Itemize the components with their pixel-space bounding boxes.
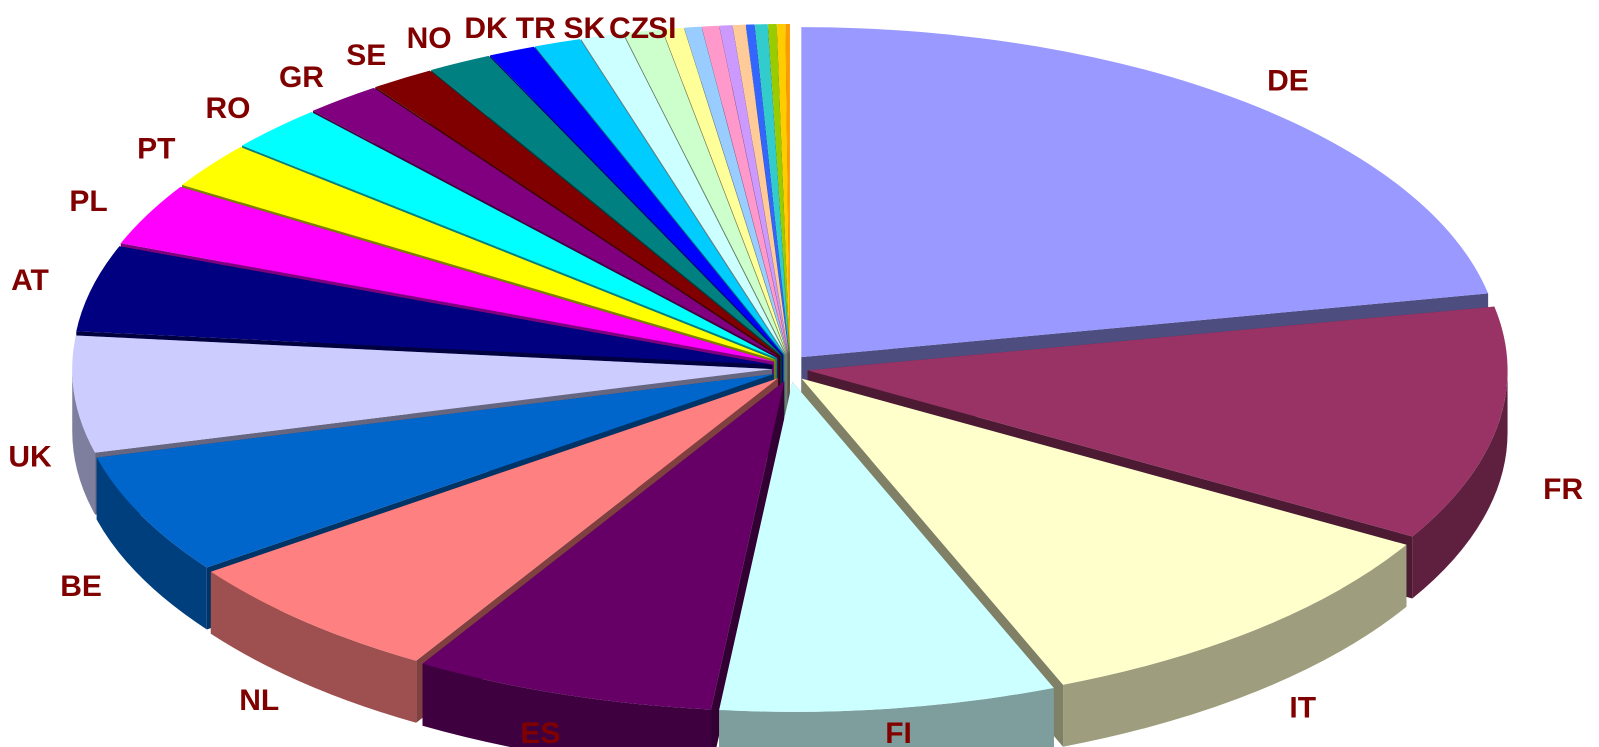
- pie-slice: [120, 186, 775, 362]
- slice-label: DE: [1267, 64, 1309, 97]
- pie-slice: [72, 335, 773, 453]
- pie-slice: [776, 24, 790, 355]
- pie-slice-rim: [72, 369, 96, 515]
- slice-label: SK: [564, 12, 606, 45]
- pie-slice-rim: [1412, 370, 1508, 599]
- pie-slice: [684, 26, 788, 355]
- pie-slice: [489, 46, 784, 356]
- pie-slice: [181, 147, 776, 360]
- pie-slice: [807, 306, 1508, 537]
- pie-slice: [662, 27, 788, 355]
- slice-label: UK: [8, 440, 52, 473]
- pie-slice-rim: [96, 457, 207, 630]
- pie-slice: [76, 246, 773, 365]
- pie-slice-wall: [801, 27, 1489, 420]
- pie-slice: [767, 24, 790, 355]
- slice-label: FI: [885, 717, 912, 747]
- pie-slice: [96, 373, 774, 568]
- slice-label: GR: [279, 61, 324, 94]
- pie-slice: [732, 24, 789, 355]
- pie-slice: [580, 33, 786, 355]
- slice-label: FR: [1543, 473, 1583, 506]
- pie-slice: [422, 381, 785, 710]
- pie-slice: [534, 39, 785, 355]
- slice-label: SI: [648, 12, 676, 45]
- pie-slice: [785, 24, 790, 355]
- pie-slice-rim: [719, 687, 1054, 747]
- pie-slice: [745, 24, 790, 355]
- pie-slice: [719, 381, 1054, 712]
- pie-slice: [801, 27, 1489, 358]
- pie-slice: [623, 29, 787, 355]
- pie-slice: [210, 378, 778, 661]
- pie-slice: [754, 24, 790, 355]
- slice-label: PL: [69, 185, 107, 218]
- pie-slice: [431, 55, 782, 356]
- slice-label: TR: [516, 12, 556, 45]
- slice-label: RO: [205, 92, 250, 125]
- pie-slice: [701, 25, 789, 355]
- pie-slice: [801, 378, 1407, 685]
- pie-slice: [375, 70, 781, 357]
- slice-label: NL: [239, 684, 279, 717]
- slice-label: IT: [1289, 692, 1316, 725]
- slice-label: AT: [11, 264, 49, 297]
- slice-label: PT: [137, 132, 175, 165]
- pie-slice: [719, 25, 789, 355]
- slice-label: CZ: [609, 12, 649, 45]
- pie-slice-rim: [1063, 544, 1407, 747]
- pie-slice: [312, 87, 779, 358]
- pie-slice-rim: [210, 571, 417, 723]
- slice-label: DK: [464, 12, 508, 45]
- pie-slice-rim: [422, 663, 712, 747]
- slice-label: BE: [60, 570, 102, 603]
- slice-label: NO: [407, 22, 452, 55]
- slice-label: ES: [520, 717, 560, 747]
- pie-slices: [72, 24, 1508, 712]
- pie-labels: DE FR IT FI ES NL BE UK AT PL PT RO GR SE NO DK TR SK CZ SI: [8, 12, 1583, 747]
- slice-label: SE: [346, 39, 386, 72]
- pie-slice: [242, 111, 778, 359]
